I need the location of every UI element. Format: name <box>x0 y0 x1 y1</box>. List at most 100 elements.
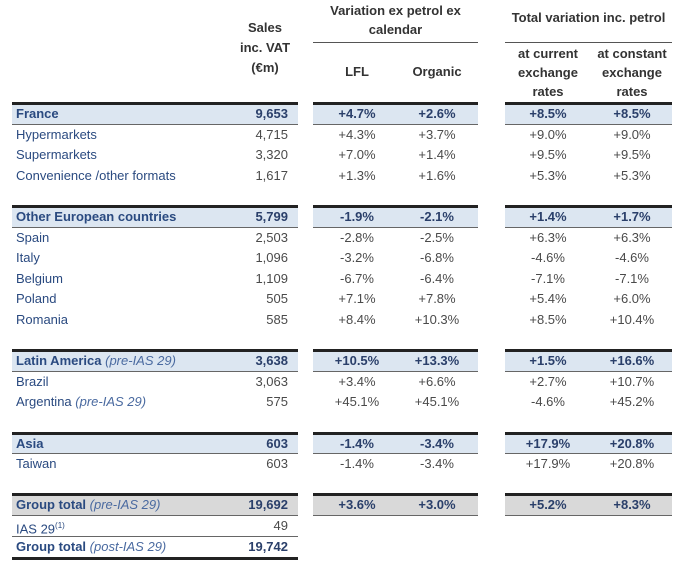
organic-value: +7.8% <box>418 291 456 307</box>
constant-header-line: exchange <box>602 65 662 80</box>
constant-header-line: rates <box>616 84 648 99</box>
organic-header: Organic <box>412 64 462 79</box>
table-row: France 9,653 +4.7% +2.6% +8.5% +8.5% <box>0 104 700 125</box>
current-value: +5.3% <box>529 167 567 183</box>
section-top-rule <box>313 349 478 353</box>
table-row: Argentina (pre-IAS 29) 575 +45.1% +45.1% -4.… <box>0 392 700 413</box>
lfl-value: +4.7% <box>338 106 376 121</box>
row-label-text: Spain <box>16 229 50 245</box>
table-row: Latin America (pre-IAS 29) 3,638 +10.5% +13… <box>0 351 700 372</box>
table-row: IAS 29(1) 49 <box>0 516 700 537</box>
divider <box>313 42 478 43</box>
constant-value: +16.6% <box>609 353 655 369</box>
organic-value: +6.6% <box>418 373 456 389</box>
footnote-marker: (1) <box>55 521 65 530</box>
section-bottom-rule <box>313 226 478 228</box>
current-header-line: rates <box>532 84 564 99</box>
section-top-rule <box>313 102 478 105</box>
row-rule <box>12 535 298 537</box>
row-background <box>12 207 298 228</box>
organic-value: -3.4% <box>420 456 454 472</box>
current-value: +5.4% <box>529 291 567 307</box>
section-bottom-rule <box>12 453 298 455</box>
row-label-text: France <box>16 106 59 121</box>
current-header-line: at current <box>518 46 578 61</box>
table-row: Supermarkets 3,320 +7.0% +1.4% +9.5% +9.5% <box>0 145 700 166</box>
variation-header-line: calendar <box>368 22 423 37</box>
row-label: Latin America (pre-IAS 29) <box>16 351 176 372</box>
table-row: Asia 603 -1.4% -3.4% +17.9% +20.8% <box>0 433 700 455</box>
section-bottom-rule <box>12 226 298 228</box>
row-label-text: Argentina <box>16 394 72 410</box>
sales-value: 603 <box>266 456 288 472</box>
row-label-text: Belgium <box>16 270 63 286</box>
constant-value: +6.0% <box>613 291 651 307</box>
current-value: +17.9% <box>525 456 571 472</box>
constant-value: +8.5% <box>613 106 651 121</box>
row-label: Poland <box>16 289 56 310</box>
sales-value: 9,653 <box>255 106 288 121</box>
row-label: Belgium <box>16 269 63 290</box>
row-background <box>313 104 478 125</box>
constant-value: +5.3% <box>613 167 651 183</box>
sales-value: 49 <box>273 518 288 533</box>
organic-value: +3.0% <box>418 497 456 513</box>
lfl-value: -1.4% <box>340 456 374 472</box>
constant-value: +9.5% <box>613 147 651 163</box>
constant-value: +6.3% <box>613 229 651 245</box>
row-background <box>505 351 672 372</box>
constant-header-line: at constant <box>597 46 667 61</box>
sales-value: 585 <box>266 312 288 327</box>
section-top-rule <box>12 205 298 208</box>
row-label: Group total (post-IAS 29) <box>16 537 166 558</box>
row-label-text: Poland <box>16 291 57 307</box>
table-row: Group total (pre-IAS 29) 19,692 +3.6% +3.0%… <box>0 495 700 516</box>
total-group-header: Total variation inc. petrol <box>511 10 666 25</box>
row-label-note: (pre-IAS 29) <box>89 497 161 513</box>
row-label: Brazil <box>16 372 49 393</box>
row-label-text: Supermarkets <box>16 147 97 163</box>
section-bottom-rule <box>12 370 298 372</box>
lfl-value: +45.1% <box>334 394 380 410</box>
section-top-rule <box>12 102 298 105</box>
sales-value: 3,638 <box>255 353 288 369</box>
section-bottom-rule <box>313 370 478 372</box>
section-top-rule <box>505 102 672 105</box>
row-background <box>505 104 672 125</box>
sales-value: 19,742 <box>248 538 288 554</box>
constant-value: +8.3% <box>613 497 651 513</box>
section-bottom-rule <box>505 453 672 455</box>
row-label-text: Taiwan <box>16 456 57 472</box>
lfl-value: -1.9% <box>340 209 374 224</box>
table-row: Italy 1,096 -3.2% -6.8% -4.6% -4.6% <box>0 248 700 269</box>
section-bottom-rule <box>313 453 478 455</box>
section-top-rule <box>505 431 672 435</box>
row-background <box>12 104 298 125</box>
current-value: +2.7% <box>529 373 567 389</box>
organic-value: -3.4% <box>420 435 454 451</box>
lfl-value: +8.4% <box>338 312 376 327</box>
table-row: Spain 2,503 -2.8% -2.5% +6.3% +6.3% <box>0 228 700 249</box>
section-bottom-rule <box>12 515 298 516</box>
lfl-value: +1.3% <box>338 167 376 183</box>
row-background <box>505 207 672 228</box>
constant-value: -7.1% <box>615 270 649 286</box>
lfl-value: -2.8% <box>340 229 374 245</box>
row-label-note: (post-IAS 29) <box>89 538 167 554</box>
constant-value: +9.0% <box>613 126 651 142</box>
row-background <box>313 351 478 372</box>
sales-value: 5,799 <box>255 209 288 224</box>
row-label: Convenience /other formats <box>16 166 176 187</box>
current-value: +1.5% <box>529 353 567 369</box>
section-bottom-rule <box>313 123 478 125</box>
section-top-rule <box>505 205 672 208</box>
divider <box>505 42 672 43</box>
row-background <box>12 433 298 455</box>
row-label-text: Brazil <box>16 373 49 389</box>
section-top-rule <box>505 493 672 497</box>
sales-value: 3,063 <box>255 373 288 389</box>
organic-value: +10.3% <box>414 312 460 327</box>
section-bottom-rule <box>505 515 672 516</box>
row-label: Supermarkets <box>16 145 97 166</box>
